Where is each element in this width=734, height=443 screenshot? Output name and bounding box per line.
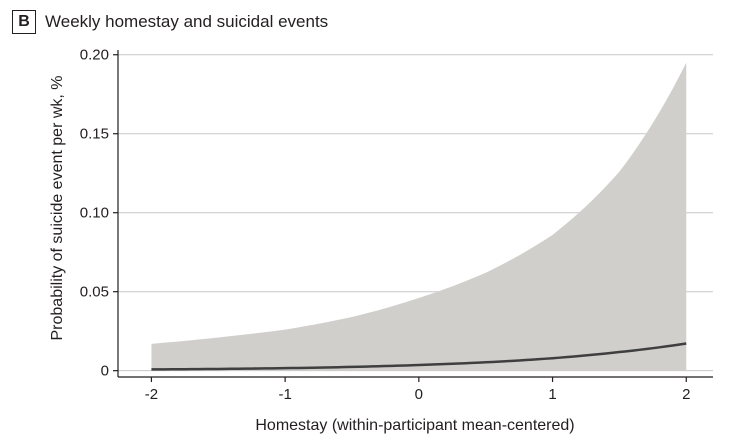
- series-line: [151, 342, 687, 371]
- panel-header: B Weekly homestay and suicidal events: [12, 9, 328, 35]
- x-tick-label: 1: [548, 386, 556, 403]
- y-tick-label: 0.20: [80, 47, 109, 64]
- x-tick-label: -1: [278, 386, 291, 403]
- y-tick-label: 0.05: [80, 284, 109, 301]
- x-tick-label: -2: [145, 386, 158, 403]
- chart-title: Weekly homestay and suicidal events: [45, 12, 329, 31]
- confidence-band: [151, 62, 687, 371]
- panel-letter: B: [12, 10, 36, 34]
- y-tick-label: 0.10: [80, 205, 109, 222]
- x-tick-label: 0: [415, 386, 423, 403]
- y-tick-label: 0.15: [80, 126, 109, 143]
- y-tick-label: 0: [101, 363, 109, 380]
- y-axis-title: Probability of suicide event per wk, %: [49, 75, 66, 340]
- x-axis-title: Homestay (within-participant mean-center…: [255, 417, 574, 434]
- axes: 0 0.05 0.10 0.15 0.20 -2 -1 0 1 2: [80, 47, 713, 403]
- x-tick-label: 2: [682, 386, 690, 403]
